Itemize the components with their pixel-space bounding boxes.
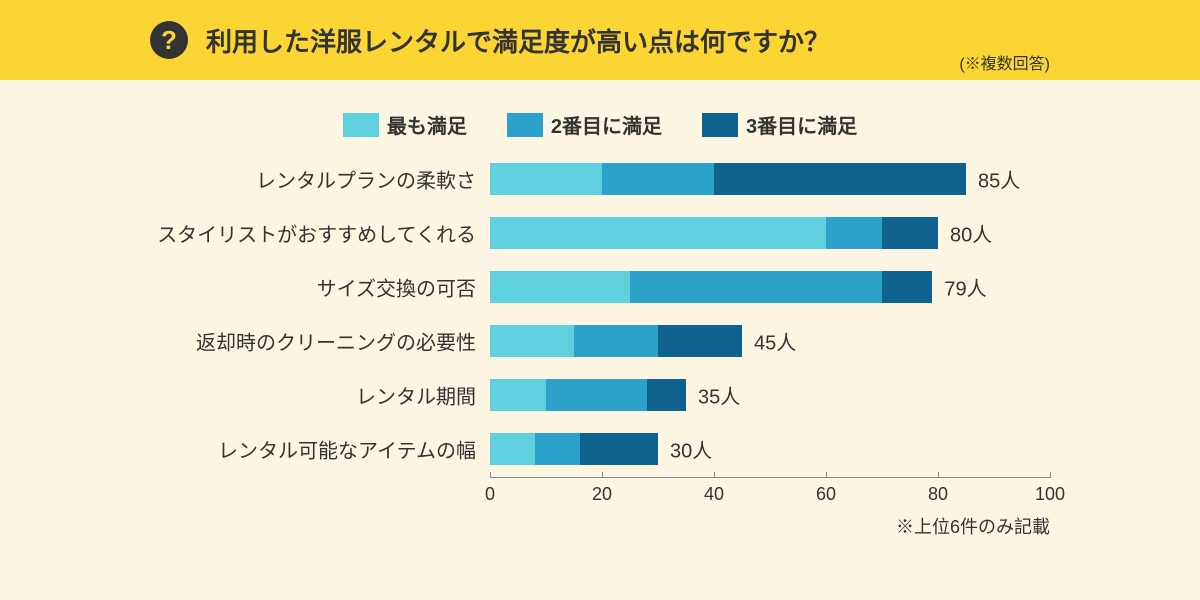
row-label: レンタルプランの柔軟さ bbox=[256, 165, 476, 194]
chart-row: レンタル可能なアイテムの幅30人 bbox=[490, 429, 1050, 469]
chart-area: 最も満足2番目に満足3番目に満足 レンタルプランの柔軟さ85人スタイリストがおす… bbox=[0, 80, 1200, 539]
chart-footnote: ※上位6件のみ記載 bbox=[490, 513, 1050, 539]
row-label: 返却時のクリーニングの必要性 bbox=[196, 327, 476, 356]
bar-segment bbox=[882, 271, 932, 303]
bar-segment bbox=[574, 325, 658, 357]
bar-segment bbox=[490, 271, 630, 303]
axis-tick-label: 100 bbox=[1035, 484, 1065, 505]
question-subtitle: (※複数回答) bbox=[959, 50, 1050, 74]
bar-segment bbox=[630, 271, 882, 303]
row-label: レンタル可能なアイテムの幅 bbox=[218, 435, 476, 464]
bar-segment bbox=[490, 379, 546, 411]
stacked-bar bbox=[490, 217, 938, 249]
legend-swatch bbox=[507, 113, 543, 137]
stacked-bar bbox=[490, 271, 932, 303]
bar-segment bbox=[826, 217, 882, 249]
chart-row: レンタルプランの柔軟さ85人 bbox=[490, 159, 1050, 199]
legend-swatch bbox=[702, 113, 738, 137]
legend-item: 3番目に満足 bbox=[702, 110, 857, 139]
bar-segment bbox=[714, 163, 966, 195]
legend-swatch bbox=[343, 113, 379, 137]
row-value: 45人 bbox=[754, 327, 796, 356]
stacked-bar bbox=[490, 325, 742, 357]
bar-segment bbox=[602, 163, 714, 195]
stacked-bar bbox=[490, 379, 686, 411]
legend-label: 3番目に満足 bbox=[746, 110, 857, 139]
bar-segment bbox=[535, 433, 580, 465]
bar-segment bbox=[490, 217, 826, 249]
axis-tick bbox=[826, 472, 827, 478]
legend-label: 2番目に満足 bbox=[551, 110, 662, 139]
bar-segment bbox=[546, 379, 647, 411]
axis-tick bbox=[602, 472, 603, 478]
question-icon: ? bbox=[150, 21, 188, 59]
bar-segment bbox=[658, 325, 742, 357]
legend: 最も満足 2番目に満足 3番目に満足 bbox=[150, 110, 1050, 139]
legend-item: 最も満足 bbox=[343, 110, 467, 139]
bar-segment bbox=[490, 325, 574, 357]
row-label: スタイリストがおすすめしてくれる bbox=[157, 219, 476, 248]
axis-tick-label: 60 bbox=[816, 484, 836, 505]
row-value: 30人 bbox=[670, 435, 712, 464]
legend-item: 2番目に満足 bbox=[507, 110, 662, 139]
legend-label: 最も満足 bbox=[387, 110, 467, 139]
row-value: 35人 bbox=[698, 381, 740, 410]
chart-row: スタイリストがおすすめしてくれる80人 bbox=[490, 213, 1050, 253]
axis-tick-label: 0 bbox=[485, 484, 495, 505]
row-value: 79人 bbox=[944, 273, 986, 302]
bar-segment bbox=[647, 379, 686, 411]
question-title: 利用した洋服レンタルで満足度が高い点は何ですか？ bbox=[206, 22, 830, 59]
chart-row: 返却時のクリーニングの必要性45人 bbox=[490, 321, 1050, 361]
row-value: 80人 bbox=[950, 219, 992, 248]
bar-segment bbox=[490, 163, 602, 195]
stacked-bar bbox=[490, 433, 658, 465]
row-value: 85人 bbox=[978, 165, 1020, 194]
row-label: サイズ交換の可否 bbox=[317, 273, 476, 302]
axis-tick bbox=[1050, 472, 1051, 478]
header-banner: ? 利用した洋服レンタルで満足度が高い点は何ですか？ (※複数回答) bbox=[0, 0, 1200, 80]
row-label: レンタル期間 bbox=[356, 381, 476, 410]
chart-row: サイズ交換の可否79人 bbox=[490, 267, 1050, 307]
bar-segment bbox=[580, 433, 658, 465]
stacked-bar bbox=[490, 163, 966, 195]
axis-tick bbox=[490, 472, 491, 478]
stacked-bar-chart: レンタルプランの柔軟さ85人スタイリストがおすすめしてくれる80人サイズ交換の可… bbox=[490, 159, 1050, 539]
axis-tick bbox=[714, 472, 715, 478]
bar-segment bbox=[882, 217, 938, 249]
axis-tick-label: 20 bbox=[592, 484, 612, 505]
chart-row: レンタル期間35人 bbox=[490, 375, 1050, 415]
x-axis: 020406080100 bbox=[490, 477, 1050, 507]
axis-tick-label: 80 bbox=[928, 484, 948, 505]
bar-segment bbox=[490, 433, 535, 465]
axis-tick bbox=[938, 472, 939, 478]
axis-tick-label: 40 bbox=[704, 484, 724, 505]
